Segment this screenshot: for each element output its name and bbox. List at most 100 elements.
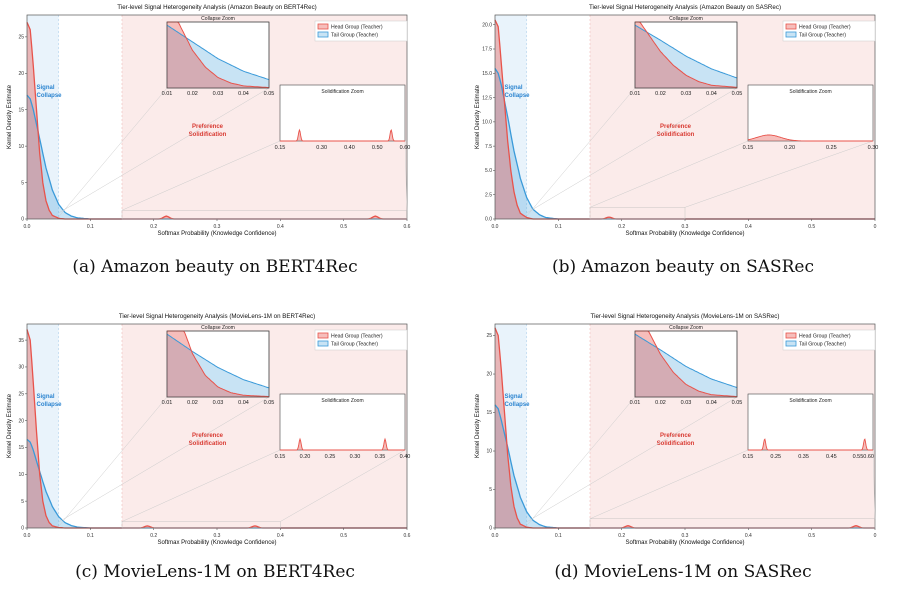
y-tick-label: 35 [18, 338, 24, 344]
x-tick-label: 0.4 [745, 533, 752, 539]
zoom-head-area [167, 22, 269, 88]
x-tick-label: 0.4 [277, 224, 284, 230]
x-tick-label: 0.1 [87, 224, 94, 230]
zoom-tick-label: 0.05 [264, 400, 275, 406]
x-tick-label: 0.5 [340, 224, 347, 230]
zoom-connector [280, 449, 406, 522]
preference-solidification-label: Preference Solidification [189, 124, 227, 138]
x-tick-label: 0 [874, 224, 877, 230]
zoom-tail-curve [634, 24, 738, 79]
x-tick-label: 0.2 [618, 533, 625, 539]
collapse-zoom-frame [634, 21, 738, 89]
chart-panel-c: 0.0 0.1 0.2 0.3 0.4 0.5 0.6 0 5 10 15 20 25 30 35 Tier-… [5, 309, 425, 582]
collapse-zoom-title: Collapse Zoom [201, 16, 235, 22]
annotation-line: Solidification [657, 441, 695, 447]
solid-zoom-title: Solidification Zoom [321, 89, 363, 95]
annotation-line: Collapse [505, 402, 531, 408]
legend-swatch-tail [785, 31, 797, 38]
solid-zoom-tick-label: 0.20 [300, 454, 311, 460]
y-tick-label: 20 [486, 372, 492, 378]
solid-zoom-tick-label: 0.50 [372, 145, 383, 151]
zoom-tick-label: 0.04 [706, 91, 717, 97]
x-tick-label: 0.2 [150, 224, 157, 230]
legend-label-head: Head Group (Teacher) [331, 25, 383, 31]
zoom-tail-area [167, 25, 269, 89]
y-tick-label: 5 [21, 180, 24, 186]
solid-zoom-tick-label: 0.25 [770, 454, 781, 460]
x-tick-label: 0.2 [618, 224, 625, 230]
y-axis-label: Kernel Density Estimate [7, 84, 13, 149]
solid-zoom-title: Solidification Zoom [789, 89, 831, 95]
annotation-line: Solidification [657, 132, 695, 138]
solid-zoom-source-rect [589, 518, 876, 529]
zoom-tail-curve [166, 24, 270, 81]
zoom-connector [58, 396, 168, 527]
zoom-connector [589, 449, 749, 519]
solid-zoom-title: Solidification Zoom [321, 398, 363, 404]
annotation-line: Collapse [37, 402, 63, 408]
kde-chart-b: 0.0 0.1 0.2 0.3 0.4 0.5 0 0.0 2.5 5.0 7.5 10.0 12.5 1… [475, 4, 879, 237]
y-tick-label: 15 [18, 107, 24, 113]
x-axis-label: Softmax Probability (Knowledge Confidenc… [625, 231, 744, 237]
x-tick-label: 0.5 [340, 533, 347, 539]
y-axis-label: Kernel Density Estimate [7, 393, 13, 458]
y-tick-label: 17.5 [482, 47, 492, 53]
zoom-tick-label: 0.02 [187, 91, 198, 97]
zoom-tick-label: 0.04 [238, 400, 249, 406]
y-tick-label: 25 [18, 391, 24, 397]
zoom-tick-label: 0.05 [732, 400, 743, 406]
zoom-connector [121, 449, 281, 522]
zoom-tick-label: 0.05 [732, 91, 743, 97]
solid-zoom-tick-label: 0.15 [275, 145, 286, 151]
x-tick-label: 0.2 [150, 533, 157, 539]
y-tick-label: 30 [18, 365, 24, 371]
solid-zoom-tick-label: 0.35 [798, 454, 809, 460]
x-tick-label: 0.3 [682, 224, 689, 230]
zoom-tick-label: 0.03 [213, 400, 224, 406]
x-tick-label: 0.5 [808, 533, 815, 539]
zoom-tick-label: 0.02 [655, 91, 666, 97]
x-tick-label: 0.5 [808, 224, 815, 230]
chart-title: Tier-level Signal Heterogeneity Analysis… [591, 313, 780, 320]
chart-panel-d: 0.0 0.1 0.2 0.3 0.4 0.5 0 0 5 10 15 20 25 Tier-level … [473, 309, 893, 582]
x-tick-label: 0.1 [87, 533, 94, 539]
zoom-connector [58, 87, 270, 214]
zoom-head-area [167, 331, 269, 397]
x-tick-label: 0.4 [277, 533, 284, 539]
solid-zoom-tick-label: 0.30 [868, 145, 879, 151]
x-tick-label: 0.0 [24, 224, 31, 230]
collapse-zoom-box [634, 21, 738, 89]
signal-collapse-label: Signal Collapse [505, 85, 531, 99]
legend-swatch-head [317, 23, 329, 30]
caption-b: (b) Amazon beauty on SASRec [551, 257, 815, 277]
legend-swatch-head [317, 332, 329, 339]
annotation-line: Preference [660, 124, 692, 130]
preference-solidification-label: Preference Solidification [189, 433, 227, 447]
solid-zoom-head-curve [747, 134, 873, 142]
x-tick-label: 0.3 [682, 533, 689, 539]
zoom-tick-label: 0.01 [630, 91, 641, 97]
zoom-tick-label: 0.03 [213, 91, 224, 97]
annotation-line: Solidification [189, 441, 227, 447]
legend-box [782, 20, 876, 42]
zoom-tail-curve [166, 333, 270, 389]
solid-zoom-head-curve [280, 128, 405, 142]
x-axis-label: Softmax Probability (Knowledge Confidenc… [625, 540, 744, 546]
x-axis-label: Softmax Probability (Knowledge Confidenc… [157, 231, 276, 237]
x-tick-label: 0.1 [555, 224, 562, 230]
solid-zoom-tick-label: 0.25 [325, 454, 336, 460]
y-tick-label: 10 [18, 144, 24, 150]
zoom-connector [526, 396, 738, 523]
preference-solidification-label: Preference Solidification [657, 433, 695, 447]
solid-zoom-head-curve [280, 437, 405, 451]
signal-collapse-label: Signal Collapse [37, 394, 63, 408]
x-tick-label: 0.0 [24, 533, 31, 539]
zoom-connector [684, 140, 874, 208]
preference-solidification-label: Preference Solidification [657, 124, 695, 138]
zoom-connector [872, 449, 876, 519]
solid-zoom-tick-label: 0.60 [400, 145, 411, 151]
x-tick-label: 0.0 [492, 533, 499, 539]
annotation-line: Solidification [189, 132, 227, 138]
collapse-zoom-title: Collapse Zoom [669, 325, 703, 331]
legend-label-tail: Tail Group (Teacher) [799, 33, 846, 39]
